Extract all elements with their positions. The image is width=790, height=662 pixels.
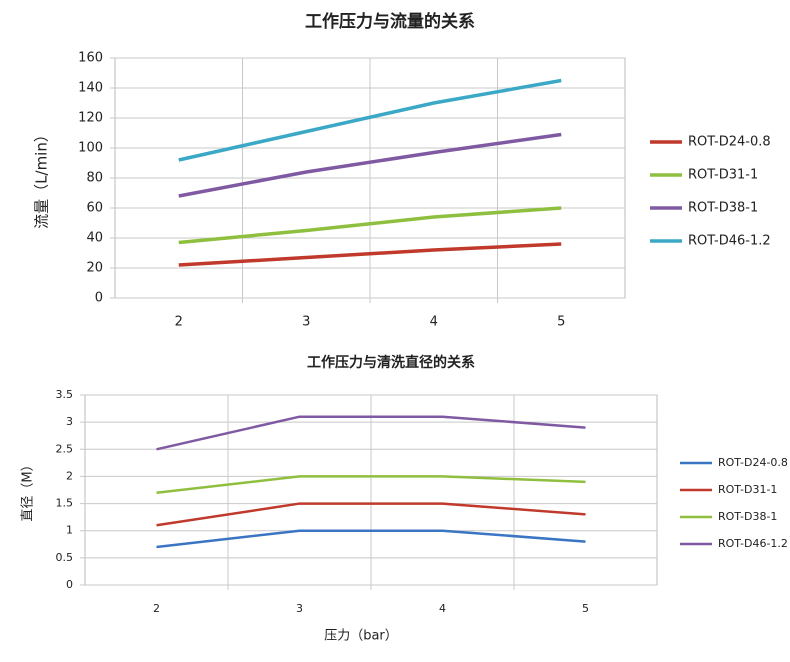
series-line — [178, 242, 562, 267]
legend-label: ROT-D24-0.8 — [718, 456, 788, 469]
x-tick-label: 2 — [153, 602, 160, 615]
x-tick-label: 2 — [175, 315, 183, 330]
y-tick-label: 80 — [86, 171, 103, 186]
y-tick-label: 40 — [86, 231, 103, 246]
x-tick-label: 4 — [439, 602, 446, 615]
y-tick-label: 3.5 — [56, 388, 74, 401]
series-line — [156, 415, 586, 451]
x-tick-label: 3 — [302, 315, 310, 330]
y-tick-label: 20 — [86, 261, 103, 276]
series-line — [156, 529, 586, 549]
series-line — [178, 132, 562, 198]
x-tick-label: 5 — [582, 602, 589, 615]
x-tick-label: 5 — [557, 315, 565, 330]
y-tick-label: 3 — [66, 415, 73, 428]
series-line — [156, 502, 586, 527]
chart-title: 工作压力与流量的关系 — [305, 11, 475, 32]
y-tick-label: 100 — [78, 141, 103, 156]
y-tick-label: 0 — [66, 578, 73, 591]
x-tick-label: 4 — [430, 315, 438, 330]
series-line — [178, 206, 562, 245]
x-tick-label: 3 — [296, 602, 303, 615]
legend-label: ROT-D38-1 — [718, 510, 777, 523]
series-line — [178, 78, 562, 162]
y-tick-label: 0 — [95, 291, 103, 306]
legend-label: ROT-D24-0.8 — [688, 135, 771, 150]
series-line — [156, 475, 586, 494]
y-tick-label: 140 — [78, 81, 103, 96]
legend-label: ROT-D46-1.2 — [718, 537, 788, 550]
x-axis-label: 压力（bar） — [324, 629, 398, 644]
y-tick-label: 160 — [78, 51, 103, 66]
y-tick-label: 60 — [86, 201, 103, 216]
legend-label: ROT-D31-1 — [688, 168, 758, 183]
y-tick-label: 120 — [78, 111, 103, 126]
y-tick-label: 0.5 — [56, 551, 74, 564]
y-tick-label: 2 — [66, 469, 73, 482]
legend-label: ROT-D31-1 — [718, 483, 777, 496]
y-tick-label: 1 — [66, 524, 73, 537]
y-axis-label: 流量（L/min） — [33, 127, 51, 229]
legend-label: ROT-D46-1.2 — [688, 234, 771, 249]
y-tick-label: 2.5 — [56, 442, 74, 455]
legend-label: ROT-D38-1 — [688, 201, 758, 216]
y-tick-label: 1.5 — [56, 497, 74, 510]
y-axis-label: 直径（M） — [21, 458, 36, 521]
chart-title: 工作压力与清洗直径的关系 — [307, 354, 475, 371]
